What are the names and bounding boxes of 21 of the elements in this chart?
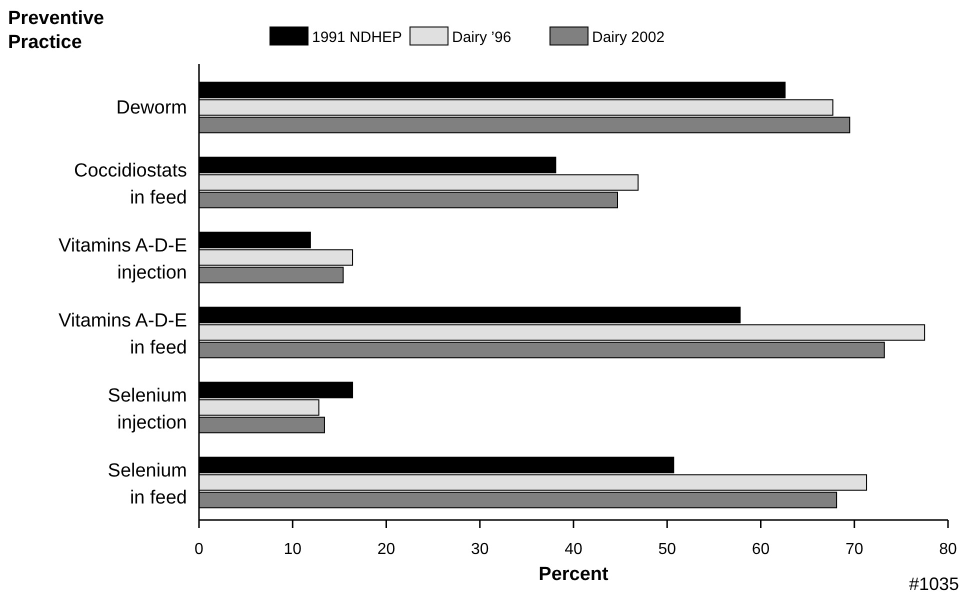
x-tick-label: 40 <box>564 541 582 558</box>
legend-label: Dairy ’96 <box>452 29 512 46</box>
x-tick-label: 10 <box>284 541 302 558</box>
y-tick-label: Vitamins A-D-E in feed <box>58 310 187 358</box>
text: #1035 <box>908 574 959 594</box>
y-tick-label: Vitamins A-D-E injection <box>58 236 187 284</box>
x-tick-label: 50 <box>658 541 676 558</box>
x-tick-label: 30 <box>470 541 489 558</box>
x-tick-label: 80 <box>939 541 957 558</box>
x-tick-label: 60 <box>752 541 770 558</box>
y-tick-label: Selenium in feed <box>108 460 187 508</box>
y-axis-title: Preventive Practice <box>8 8 104 53</box>
y-tick-label: Coccidiostats in feed <box>74 160 187 208</box>
y-tick-label: Selenium injection <box>108 386 187 434</box>
legend-label: Dairy 2002 <box>592 29 665 46</box>
x-tick-label: 0 <box>194 541 204 558</box>
legend-label: 1991 NDHEP <box>312 29 402 46</box>
x-axis-title: Percent <box>538 564 610 585</box>
y-tick-label: Deworm <box>116 98 187 118</box>
x-tick-label: 70 <box>845 541 864 558</box>
x-tick-label: 20 <box>377 541 396 558</box>
